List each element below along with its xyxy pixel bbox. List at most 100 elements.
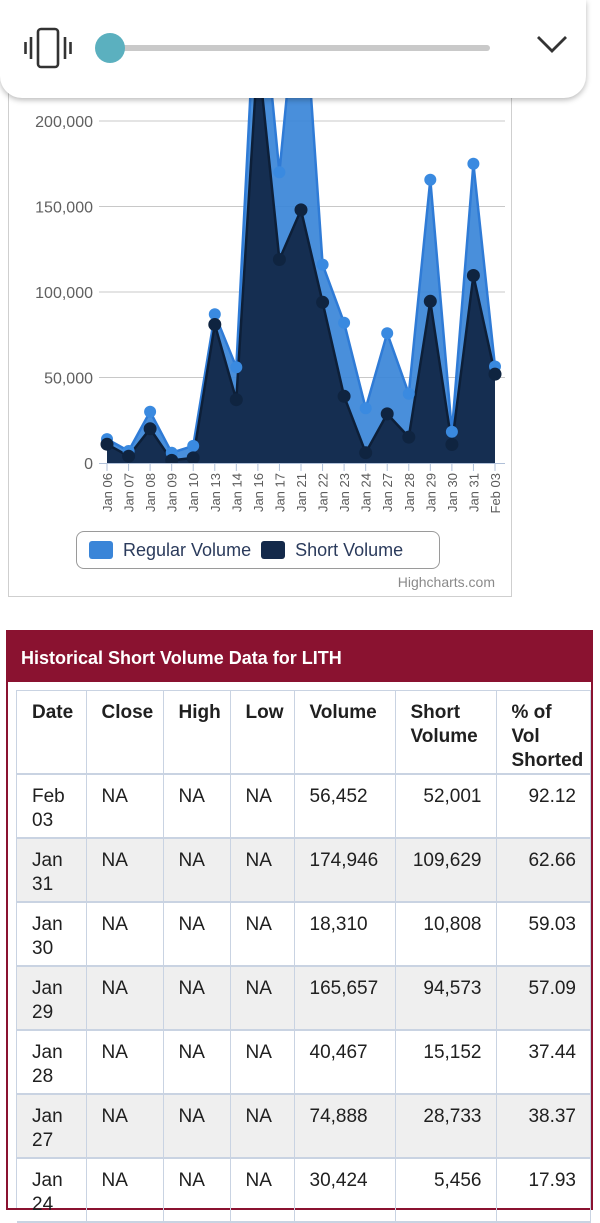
regular-volume-point[interactable] (144, 405, 157, 418)
short-volume-point[interactable] (337, 389, 351, 403)
cell-high: NA (163, 838, 231, 903)
header-date[interactable]: Date (17, 691, 87, 775)
short-volume-point[interactable] (100, 437, 114, 451)
short-volume-point[interactable] (294, 203, 308, 217)
regular-volume-point[interactable] (359, 402, 372, 415)
short-volume-point[interactable] (380, 407, 394, 421)
regular-volume-point[interactable] (467, 157, 480, 170)
table-row: Jan 28 NA NA NA 40,467 15,152 37.44 (17, 1030, 591, 1095)
table-container: Date Close High Low Volume Short Volume … (16, 690, 591, 1223)
regular-volume-point[interactable] (381, 327, 394, 340)
y-tick-label: 150,000 (35, 200, 93, 217)
cell-short-volume: 10,808 (395, 902, 497, 967)
x-tick-label: Jan 17 (272, 473, 287, 512)
short-volume-point[interactable] (402, 430, 416, 444)
highcharts-credits-link[interactable]: Highcharts.com (397, 574, 495, 590)
regular-volume-point[interactable] (424, 173, 437, 186)
short-volume-point[interactable] (272, 253, 286, 266)
cell-pct-shorted: 38.37 (496, 1094, 591, 1159)
legend-item-regular-volume[interactable]: Regular Volume (89, 540, 251, 561)
short-volume-point[interactable] (229, 393, 243, 407)
legend-swatch-regular (89, 541, 113, 559)
cell-low: NA (230, 1030, 295, 1095)
x-tick-label: Jan 16 (251, 473, 266, 512)
regular-volume-point[interactable] (273, 166, 286, 179)
table-row: Jan 31 NA NA NA 174,946 109,629 62.66 (17, 838, 591, 903)
short-volume-point[interactable] (165, 453, 179, 467)
chevron-down-icon[interactable] (536, 34, 568, 54)
regular-volume-point[interactable] (208, 308, 221, 321)
header-high[interactable]: High (163, 691, 231, 775)
cell-low: NA (230, 774, 295, 839)
header-pct-shorted[interactable]: % of Vol Shorted (496, 691, 591, 775)
cell-pct-shorted: 17.93 (496, 1158, 591, 1223)
regular-volume-point[interactable] (316, 258, 329, 271)
x-tick-label: Jan 31 (466, 473, 481, 512)
volume-slider-track[interactable] (108, 45, 490, 51)
header-volume[interactable]: Volume (294, 691, 396, 775)
x-tick-label: Jan 28 (402, 473, 417, 512)
cell-volume: 40,467 (294, 1030, 396, 1095)
vibrate-phone-icon[interactable] (24, 26, 72, 70)
short-volume-point[interactable] (466, 269, 480, 282)
cell-short-volume: 94,573 (395, 966, 497, 1031)
x-tick-label: Feb 03 (488, 473, 503, 513)
header-close[interactable]: Close (86, 691, 164, 775)
cell-close: NA (86, 902, 164, 967)
short-volume-chart: 0 50,000 100,000 150,000 200,000 Jan 06 Jan 0… (8, 40, 512, 597)
short-volume-table: Date Close High Low Volume Short Volume … (17, 691, 591, 1223)
regular-volume-point[interactable] (187, 439, 200, 452)
cell-volume: 74,888 (294, 1094, 396, 1159)
regular-volume-point[interactable] (338, 316, 351, 329)
short-volume-point[interactable] (359, 446, 373, 460)
x-tick-label: Jan 13 (208, 473, 223, 512)
header-low[interactable]: Low (230, 691, 295, 775)
cell-close: NA (86, 1094, 164, 1159)
x-tick-label: Jan 30 (445, 473, 460, 512)
cell-date: Jan 28 (17, 1030, 87, 1095)
x-tick-label: Jan 23 (337, 473, 352, 512)
short-volume-point[interactable] (186, 451, 200, 464)
short-volume-area (107, 89, 495, 463)
cell-volume: 56,452 (294, 774, 396, 839)
x-tick-label: Jan 09 (165, 473, 180, 512)
short-volume-point[interactable] (122, 449, 136, 463)
short-volume-point[interactable] (143, 422, 157, 436)
x-tick-label: Jan 27 (380, 473, 395, 512)
cell-low: NA (230, 966, 295, 1031)
y-tick-label: 0 (84, 456, 93, 473)
x-tick-label: Jan 06 (100, 473, 115, 512)
short-volume-table-panel: Historical Short Volume Data for LITH Da… (6, 630, 593, 1223)
short-volume-point[interactable] (316, 295, 330, 309)
short-volume-point[interactable] (208, 318, 222, 331)
volume-slider-handle[interactable] (95, 33, 125, 63)
cell-low: NA (230, 1158, 295, 1223)
short-volume-point[interactable] (423, 294, 437, 308)
cell-date: Feb 03 (17, 774, 87, 839)
y-tick-label: 200,000 (35, 114, 93, 131)
regular-volume-point[interactable] (445, 425, 458, 438)
short-volume-point[interactable] (445, 438, 459, 451)
cell-date: Jan 27 (17, 1094, 87, 1159)
cell-short-volume: 5,456 (395, 1158, 497, 1223)
cell-pct-shorted: 62.66 (496, 838, 591, 903)
regular-volume-point[interactable] (402, 387, 415, 400)
table-row: Jan 27 NA NA NA 74,888 28,733 38.37 (17, 1094, 591, 1159)
cell-close: NA (86, 774, 164, 839)
short-volume-point[interactable] (488, 367, 502, 381)
x-tick-label: Jan 10 (186, 473, 201, 512)
regular-volume-point[interactable] (230, 361, 243, 374)
cell-high: NA (163, 966, 231, 1031)
cell-short-volume: 109,629 (395, 838, 497, 903)
cell-pct-shorted: 37.44 (496, 1030, 591, 1095)
header-short-volume[interactable]: Short Volume (395, 691, 497, 775)
legend-label-short: Short Volume (295, 539, 404, 560)
cell-high: NA (163, 1030, 231, 1095)
cell-pct-shorted: 59.03 (496, 902, 591, 967)
cell-close: NA (86, 966, 164, 1031)
legend-item-short-volume[interactable]: Short Volume (261, 540, 403, 561)
cell-close: NA (86, 1158, 164, 1223)
table-row: Feb 03 NA NA NA 56,452 52,001 92.12 (17, 774, 591, 839)
table-title: Historical Short Volume Data for LITH (8, 632, 591, 682)
top-control-bar (0, 0, 586, 98)
